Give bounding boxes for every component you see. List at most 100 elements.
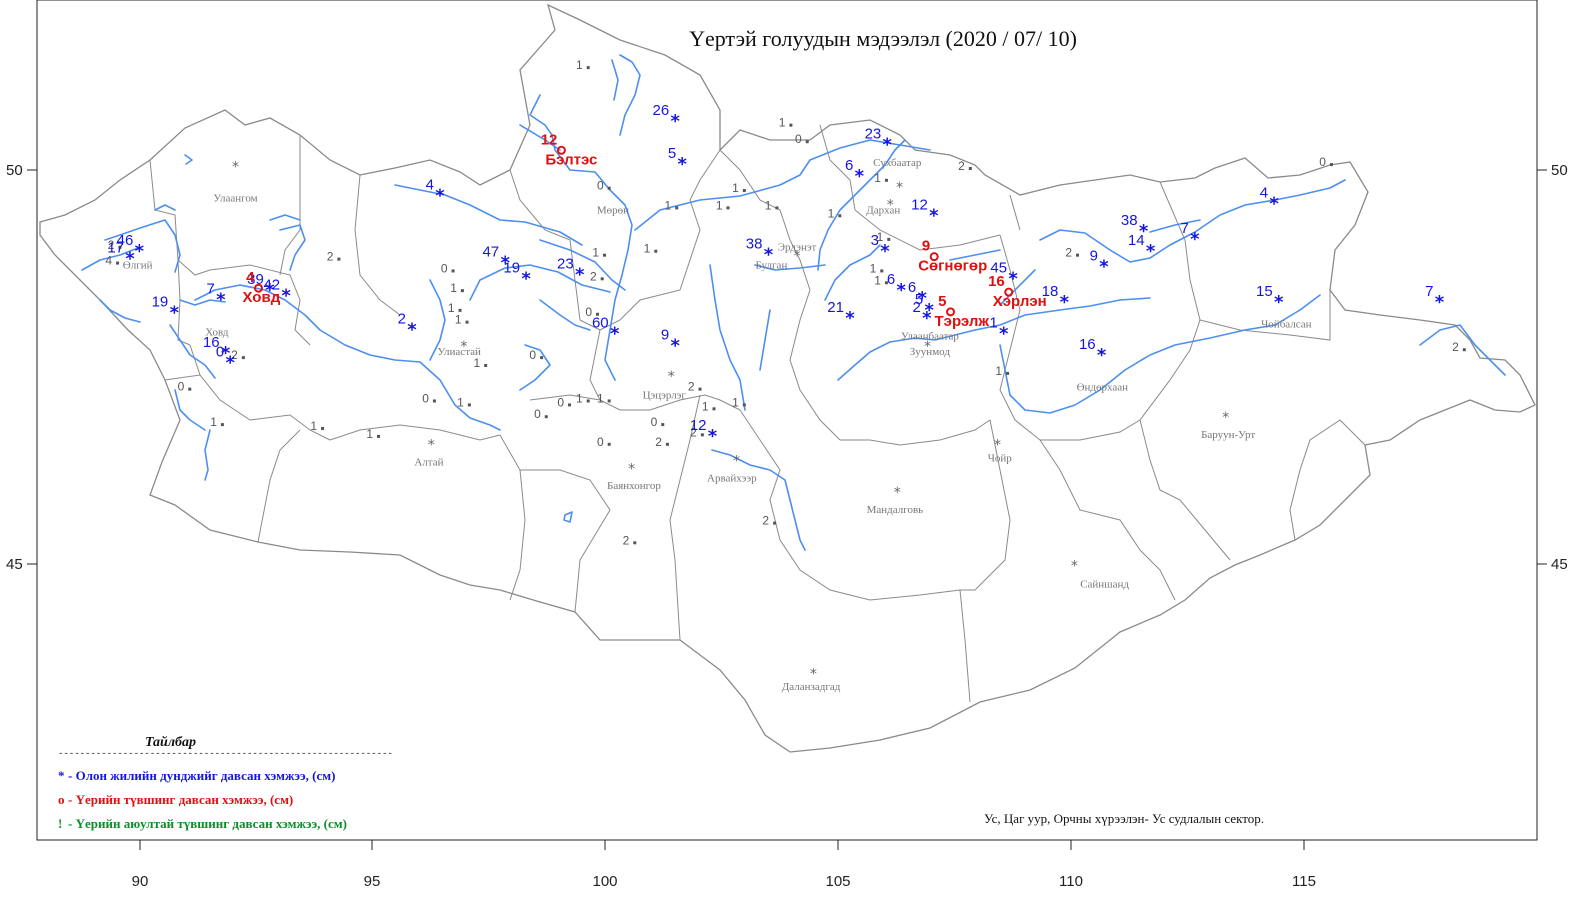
- station-value-over-average: 12: [690, 417, 707, 434]
- station-dot: [607, 399, 611, 403]
- station-dot: [116, 261, 120, 265]
- station-value-gray: 1: [665, 198, 672, 212]
- station-value-gray: 1: [644, 242, 651, 256]
- x-tick: 90: [132, 873, 149, 890]
- flood-station-name: Тэрэлж: [935, 313, 990, 330]
- station-value-gray: 1: [716, 198, 723, 212]
- legend-title: Тайлбар: [145, 735, 196, 750]
- circle-marker-icon: [1004, 287, 1014, 297]
- aimag-center-marker: *: [810, 666, 817, 682]
- station-dot: [968, 167, 972, 170]
- legend-item-over-flood: o - Үерийн түвшинг давсан хэмжээ, (см): [58, 792, 293, 807]
- station-value-gray: 2: [688, 380, 695, 394]
- station-value-over-average: 17: [107, 240, 124, 257]
- station-value-gray: 1: [457, 395, 464, 409]
- asterisk-marker-icon: *: [671, 335, 681, 356]
- city-label: Баруун-Урт: [1201, 429, 1255, 441]
- city-label: Дархан: [866, 204, 900, 216]
- station-value-over-average: 9: [1090, 248, 1098, 265]
- station-value-gray: 0: [795, 132, 802, 146]
- asterisk-marker-icon: *: [918, 288, 928, 309]
- rivers: [81, 54, 1506, 551]
- station-value-gray: 0: [585, 305, 592, 319]
- x-tick: 105: [825, 873, 850, 890]
- aimag-center-marker: *: [894, 485, 901, 501]
- station-value-gray: 0: [441, 261, 448, 275]
- x-tick: 95: [364, 873, 381, 890]
- station-value-gray: 2: [327, 250, 334, 264]
- station-value-gray: 2: [762, 514, 769, 528]
- city-label: Зуунмод: [910, 346, 951, 358]
- asterisk-marker-icon: *: [216, 290, 226, 311]
- y-axis-ticks: 50 45 50 45: [6, 162, 1568, 573]
- station-value-over-average: 0: [216, 344, 224, 361]
- station-value-over-average: 21: [827, 299, 844, 316]
- station-value-over-flood: 12: [541, 131, 558, 148]
- station-value-gray: 1: [702, 399, 709, 413]
- station-value-gray: 2: [623, 533, 630, 547]
- station-value-gray: 1: [576, 58, 583, 72]
- station-dot: [1076, 253, 1079, 257]
- station-value-over-average: 7: [207, 281, 215, 298]
- station-value-over-average: 60: [592, 315, 609, 332]
- station-value-over-flood: 4: [246, 269, 255, 286]
- asterisk-marker-icon: *: [521, 268, 531, 289]
- station-dot: [698, 387, 702, 391]
- station-dot: [241, 356, 245, 360]
- station-value-gray: 0: [597, 179, 604, 193]
- station-value-gray: 1: [874, 273, 881, 287]
- legend-symbol: o: [58, 792, 65, 807]
- station-dot: [742, 189, 746, 193]
- legend-text: - Үерийн аюултай түвшинг давсан хэмжээ, …: [68, 816, 347, 831]
- legend-text: - Үерийн түвшинг давсан хэмжээ, (см): [68, 792, 293, 807]
- station-value-over-average: 6: [908, 279, 916, 296]
- station-dot: [321, 427, 325, 431]
- asterisk-marker-icon: *: [999, 324, 1009, 345]
- circle-marker-icon: [929, 252, 939, 262]
- station-value-gray: 1: [765, 198, 772, 212]
- aimag-center-marker: *: [668, 369, 675, 385]
- asterisk-marker-icon: *: [1269, 194, 1279, 215]
- station-dot: [805, 140, 809, 144]
- asterisk-marker-icon: *: [170, 302, 180, 323]
- station-value-over-average: 9: [661, 326, 669, 343]
- asterisk-marker-icon: *: [1274, 292, 1284, 313]
- credit-text: Ус, Цаг уур, Орчны хүрээлэн- Ус судлалын…: [984, 811, 1264, 826]
- station-dot: [838, 214, 842, 218]
- city-label: Өндөрхаан: [1077, 382, 1129, 394]
- asterisk-marker-icon: *: [135, 241, 145, 262]
- station-dot: [465, 320, 469, 324]
- station-value-gray: 2: [1452, 340, 1459, 354]
- aimag-center-marker: *: [887, 197, 894, 213]
- y-tick-right: 45: [1551, 556, 1568, 573]
- station-value-gray: 1: [310, 419, 317, 433]
- station-dot: [596, 312, 600, 316]
- station-dot: [633, 541, 637, 545]
- aimag-center-marker: *: [1071, 558, 1078, 574]
- asterisk-marker-icon: *: [671, 111, 681, 132]
- station-dot: [467, 403, 471, 407]
- city-label: Мөрөн: [597, 204, 629, 216]
- station-dot: [887, 237, 891, 241]
- asterisk-marker-icon: *: [897, 280, 907, 301]
- station-value-over-average: 12: [911, 196, 928, 213]
- station-value-gray: 2: [108, 238, 115, 252]
- station-dot: [451, 269, 455, 273]
- asterisk-marker-icon: *: [265, 280, 275, 301]
- asterisk-marker-icon: *: [1190, 229, 1200, 250]
- asterisk-marker-icon: *: [407, 320, 417, 341]
- station-dot: [377, 434, 380, 438]
- station-value-over-average: 7: [1180, 220, 1188, 237]
- station-value-gray: 1: [732, 395, 739, 409]
- asterisk-marker-icon: *: [500, 253, 510, 274]
- station-value-gray: 1: [877, 230, 884, 244]
- station-value-over-average: 42: [263, 277, 280, 294]
- legend-item-over-average: * - Олон жилийн дунджийг давсан хэмжээ, …: [58, 768, 335, 783]
- asterisk-marker-icon: *: [1060, 292, 1070, 313]
- station-dot: [544, 415, 548, 419]
- station-value-over-average: 7: [1425, 283, 1433, 300]
- flood-station-name: Сөгнөгөр: [918, 258, 987, 275]
- city-label: Мандалговь: [867, 504, 924, 516]
- flood-station-name: Бэлтэс: [545, 151, 597, 168]
